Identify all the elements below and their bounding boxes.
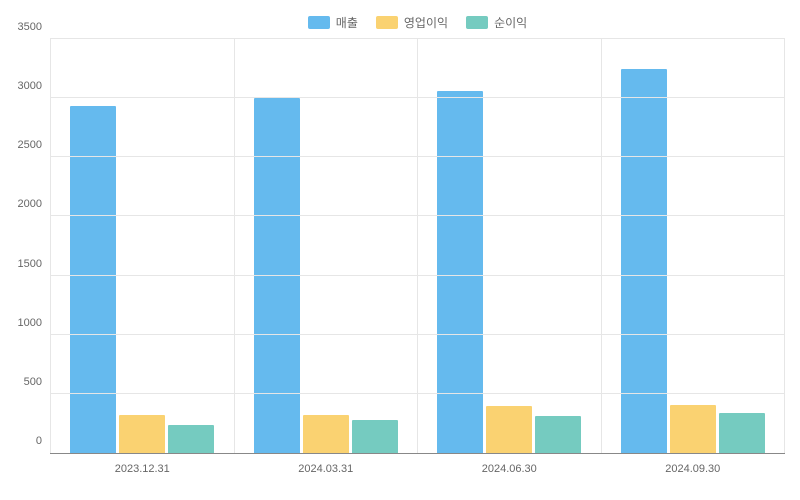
bar[interactable] (621, 69, 667, 453)
chart-legend: 매출 영업이익 순이익 (50, 10, 785, 39)
y-tick-label: 3000 (18, 80, 50, 92)
y-tick-label: 3500 (18, 21, 50, 33)
legend-item[interactable]: 순이익 (466, 14, 527, 31)
gridline (50, 334, 785, 335)
legend-label: 순이익 (494, 14, 527, 31)
bars-wrap (235, 39, 418, 453)
bar[interactable] (168, 425, 214, 453)
gridline (50, 215, 785, 216)
bars-wrap (602, 39, 785, 453)
gridline (50, 275, 785, 276)
bars-wrap (51, 39, 234, 453)
category-group: 2024.09.30 (601, 39, 786, 453)
legend-swatch (466, 16, 488, 29)
y-tick-label: 2500 (18, 139, 50, 151)
gridline (50, 393, 785, 394)
bar[interactable] (119, 415, 165, 453)
bar-groups: 2023.12.312024.03.312024.06.302024.09.30 (50, 39, 785, 453)
y-tick-label: 0 (36, 435, 50, 447)
category-group: 2024.06.30 (417, 39, 601, 453)
bar[interactable] (303, 415, 349, 453)
bar[interactable] (352, 420, 398, 453)
legend-item[interactable]: 매출 (308, 14, 358, 31)
legend-item[interactable]: 영업이익 (376, 14, 448, 31)
y-tick-label: 500 (24, 376, 50, 388)
x-axis-label: 2024.09.30 (665, 453, 720, 475)
bars-wrap (418, 39, 601, 453)
x-axis-label: 2023.12.31 (115, 453, 170, 475)
y-tick-label: 2000 (18, 198, 50, 210)
bar[interactable] (486, 406, 532, 453)
legend-label: 매출 (336, 14, 358, 31)
y-tick-label: 1500 (18, 258, 50, 270)
y-tick-label: 1000 (18, 317, 50, 329)
bar[interactable] (254, 98, 300, 453)
gridline (50, 38, 785, 39)
category-group: 2024.03.31 (234, 39, 418, 453)
legend-label: 영업이익 (404, 14, 448, 31)
bar[interactable] (437, 91, 483, 453)
bar[interactable] (535, 416, 581, 453)
x-axis-label: 2024.03.31 (298, 453, 353, 475)
plot-area: 2023.12.312024.03.312024.06.302024.09.30… (50, 39, 785, 454)
bar[interactable] (70, 106, 116, 453)
financial-bar-chart: 매출영업이익순이익 2023.12.312024.03.312024.06.30… (0, 0, 800, 500)
category-group: 2023.12.31 (50, 39, 234, 453)
legend-swatch (308, 16, 330, 29)
gridline (50, 97, 785, 98)
bar[interactable] (670, 405, 716, 453)
legend-swatch (376, 16, 398, 29)
x-axis-label: 2024.06.30 (482, 453, 537, 475)
bar[interactable] (719, 413, 765, 453)
gridline (50, 156, 785, 157)
